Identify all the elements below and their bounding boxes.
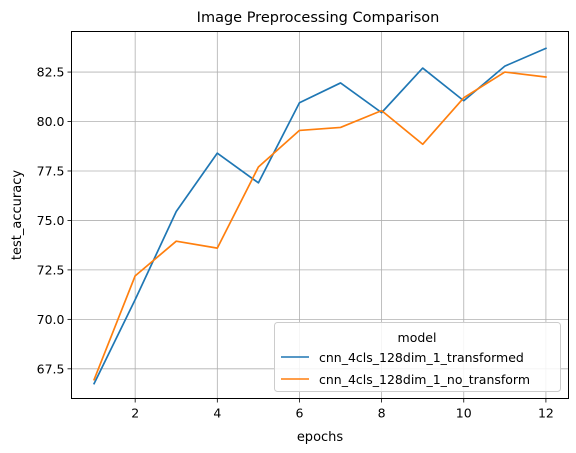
chart-title: Image Preprocessing Comparison bbox=[197, 10, 440, 26]
plot-frame bbox=[71, 31, 569, 399]
legend-label-transformed: cnn_4cls_128dim_1_transformed bbox=[319, 350, 524, 365]
x-tick-label: 12 bbox=[538, 406, 554, 421]
x-tick-label: 8 bbox=[378, 406, 386, 421]
series-line-transformed bbox=[92, 47, 548, 385]
x-tick-label: 4 bbox=[213, 406, 221, 421]
y-tick-label: 77.5 bbox=[37, 163, 65, 178]
legend-box bbox=[274, 322, 561, 392]
x-tick-label: 6 bbox=[295, 406, 303, 421]
series-line-no-transform bbox=[92, 71, 547, 381]
y-tick-label: 70.0 bbox=[37, 312, 65, 327]
x-tick-label: 10 bbox=[456, 406, 472, 421]
grid-lines bbox=[71, 31, 569, 399]
y-axis-ticks: 67.5 70.0 72.5 75.0 77.5 80.0 82.5 bbox=[37, 65, 72, 376]
series-lines bbox=[92, 47, 548, 385]
y-tick-label: 82.5 bbox=[37, 65, 65, 80]
y-axis-label: test_accuracy bbox=[10, 170, 25, 260]
x-axis-label: epochs bbox=[297, 430, 344, 445]
legend-title: model bbox=[398, 330, 437, 345]
y-tick-label: 80.0 bbox=[37, 114, 65, 129]
y-tick-label: 72.5 bbox=[37, 262, 65, 277]
y-tick-label: 75.0 bbox=[37, 213, 65, 228]
x-axis-ticks: 2 4 6 8 10 12 bbox=[131, 398, 554, 421]
legend-label-no-transform: cnn_4cls_128dim_1_no_transform bbox=[319, 372, 530, 387]
y-tick-label: 67.5 bbox=[37, 361, 65, 376]
x-tick-label: 2 bbox=[131, 406, 139, 421]
legend: model cnn_4cls_128dim_1_transformed cnn_… bbox=[274, 322, 561, 392]
